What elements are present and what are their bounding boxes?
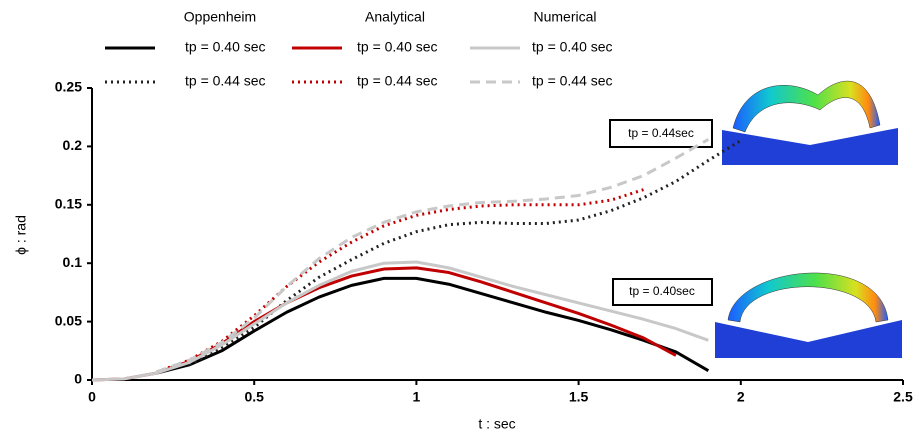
x-tick-label: 2 [737, 389, 745, 405]
y-tick-label: 0.15 [55, 196, 82, 212]
inset-044 [722, 81, 898, 165]
legend-label: tp = 0.40 sec [185, 39, 266, 55]
annotation: tp = 0.40sec [629, 284, 695, 298]
legend-header: Oppenheim [184, 9, 256, 25]
y-tick-label: 0.05 [55, 312, 82, 328]
x-axis-label: t : sec [478, 416, 515, 432]
annotation: tp = 0.44sec [628, 126, 694, 140]
legend-header: Analytical [365, 9, 425, 25]
x-tick-label: 0 [88, 389, 96, 405]
legend-label: tp = 0.40 sec [532, 39, 613, 55]
legend-label: tp = 0.44 sec [532, 73, 613, 89]
legend-label: tp = 0.44 sec [185, 73, 266, 89]
y-tick-label: 0.2 [63, 137, 83, 153]
series-line [157, 139, 708, 371]
legend-label: tp = 0.40 sec [357, 39, 438, 55]
y-axis-label: ϕ : rad [13, 215, 29, 255]
chart: tp = 0.44sec tp = 0.40sec t : sec ϕ : ra… [0, 0, 919, 439]
y-tick-label: 0.1 [63, 254, 83, 270]
y-tick-label: 0 [74, 371, 82, 387]
series-line [189, 141, 740, 365]
x-tick-label: 0.5 [244, 389, 264, 405]
legend-header: Numerical [533, 9, 596, 25]
inset-040 [715, 273, 902, 358]
x-tick-label: 1.5 [569, 389, 589, 405]
legend-label: tp = 0.44 sec [357, 73, 438, 89]
y-tick-label: 0.25 [55, 79, 82, 95]
x-tick-label: 2.5 [893, 389, 913, 405]
x-tick-label: 1 [413, 389, 421, 405]
